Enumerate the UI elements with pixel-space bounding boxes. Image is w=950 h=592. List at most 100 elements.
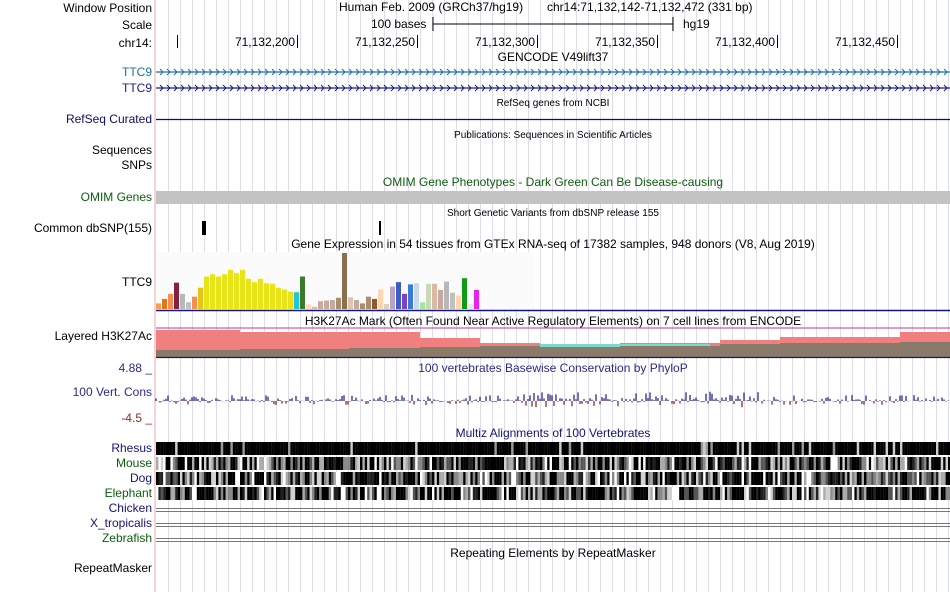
multiz-track-title[interactable]: Multiz Alignments of 100 Vertebrates [455, 426, 651, 440]
gencode-item-label-2[interactable]: TTC9 [122, 81, 152, 95]
snp-variant [379, 221, 381, 235]
ruler-tick-label: 71,132,200 [234, 35, 295, 49]
ruler-tick-label: 71,132,300 [474, 35, 535, 49]
phylop-min-label: -4.5 _ [121, 411, 152, 425]
omim-track-label[interactable]: OMIM Genes [80, 190, 152, 204]
gtex-track-title[interactable]: Gene Expression in 54 tissues from GTEx … [291, 237, 815, 251]
ruler-tick-label: 71,132,450 [834, 35, 895, 49]
refseq-track-label[interactable]: RefSeq Curated [65, 112, 152, 126]
gtex-tissue-bar [228, 269, 233, 309]
chrom-label: chr14: [118, 36, 152, 50]
gtex-tissue-bar [288, 291, 293, 309]
gtex-tissue-bar [462, 278, 467, 309]
gtex-tissue-bar [198, 287, 203, 309]
scale-label: Scale [121, 18, 152, 32]
gtex-tissue-bar [312, 306, 317, 309]
gtex-tissue-bar [384, 303, 389, 309]
scale-text: 100 bases [371, 17, 427, 31]
gtex-tissue-bar [330, 300, 335, 309]
dbsnp-track-label[interactable]: Common dbSNP(155) [33, 221, 152, 235]
species-label-elephant[interactable]: Elephant [104, 486, 152, 500]
omim-track-title[interactable]: OMIM Gene Phenotypes - Dark Green Can Be… [382, 175, 724, 189]
phylop-negative [157, 401, 947, 408]
gtex-tissue-bar [270, 283, 275, 309]
h3k27ac-track-title[interactable]: H3K27Ac Mark (Often Found Near Active Re… [304, 314, 802, 328]
gtex-tissue-bar [282, 289, 287, 309]
position-readout: chr14:71,132,142-71,132,472 (331 bp) [547, 0, 753, 14]
gtex-tissue-bar [318, 301, 323, 309]
alignment-row-dog [156, 472, 950, 485]
gtex-tissue-bar [156, 303, 161, 309]
ruler-tick-label: 71,132,400 [714, 35, 775, 49]
repeatmasker-track-title[interactable]: Repeating Elements by RepeatMasker [450, 546, 656, 560]
gtex-tissue-bar [216, 276, 221, 309]
h3k27ac-teal-layer [540, 344, 710, 347]
gtex-tissue-bar [354, 300, 359, 309]
species-label-xtropicalis[interactable]: X_tropicalis [89, 516, 152, 530]
gtex-tissue-bar [414, 283, 419, 309]
omim-gene-bar [156, 191, 950, 204]
gtex-tissue-bar [264, 283, 269, 309]
repeatmasker-track-label[interactable]: RepeatMasker [73, 561, 152, 575]
ruler-tick-label: 71,132,250 [354, 35, 415, 49]
gtex-tissue-bar [444, 281, 449, 309]
gtex-tissue-bar [294, 292, 299, 309]
phylop-positive [155, 391, 949, 401]
species-label-dog[interactable]: Dog [129, 471, 152, 485]
gtex-tissue-bar [390, 286, 395, 309]
alignment-row-zebrafish [156, 538, 950, 542]
alignment-row-mouse [156, 457, 950, 470]
ruler-tick-label: 71,132,350 [594, 35, 655, 49]
gtex-tissue-bar [174, 282, 179, 309]
alignment-row-chicken [156, 508, 950, 512]
gtex-tissue-bar [306, 304, 311, 309]
alignment-row-x_tropicalis [156, 523, 950, 527]
gtex-tissue-bar [432, 283, 437, 309]
h3k27ac-base-layer [156, 342, 950, 357]
gtex-tissue-bar [396, 282, 401, 309]
gtex-tissue-bar [210, 274, 215, 309]
refseq-track-title[interactable]: RefSeq genes from NCBI [496, 98, 610, 109]
gtex-tissue-bar [468, 303, 473, 309]
species-label-zebrafish[interactable]: Zebrafish [101, 531, 152, 545]
dbsnp-track-title[interactable]: Short Genetic Variants from dbSNP releas… [447, 208, 659, 219]
pub-snps-label[interactable]: SNPs [121, 158, 152, 172]
gtex-bar-chart [156, 252, 534, 310]
gtex-tissue-bar [372, 298, 377, 309]
gtex-tissue-bar [252, 282, 257, 309]
gtex-tissue-bar [324, 300, 329, 309]
phylop-track-title[interactable]: 100 vertebrates Basewise Conservation by… [418, 361, 688, 375]
gencode-item-label-1[interactable]: TTC9 [122, 65, 152, 79]
gtex-tissue-bar [276, 287, 281, 309]
gtex-tissue-bar [450, 292, 455, 309]
gtex-gene-label[interactable]: TTC9 [122, 275, 152, 289]
gtex-tissue-bar [222, 274, 227, 309]
gtex-tissue-bar [348, 297, 353, 309]
gtex-tissue-bar [378, 289, 383, 309]
species-label-rhesus[interactable]: Rhesus [111, 441, 152, 455]
gtex-tissue-bar [162, 298, 167, 309]
h3k27ac-signal [156, 327, 950, 359]
gtex-tissue-bar [300, 276, 305, 309]
gtex-tissue-bar [402, 293, 407, 309]
gtex-tissue-bar [192, 296, 197, 309]
phylop-track-label[interactable]: 100 Vert. Cons [72, 385, 152, 399]
gtex-tissue-bar [204, 276, 209, 309]
alignment-row-elephant [156, 487, 950, 500]
gencode-track-title[interactable]: GENCODE V49lift37 [497, 50, 609, 64]
gtex-tissue-bar [456, 295, 461, 309]
h3k27ac-track-label[interactable]: Layered H3K27Ac [54, 329, 152, 343]
species-label-mouse[interactable]: Mouse [115, 456, 152, 470]
gtex-tissue-bar [366, 296, 371, 309]
gtex-tissue-bar [438, 289, 443, 309]
alignment-row-rhesus [156, 442, 950, 455]
gtex-tissue-bar [234, 273, 239, 309]
gtex-tissue-bar [426, 283, 431, 309]
gtex-tissue-bar [240, 269, 245, 309]
gtex-tissue-bar [342, 253, 347, 309]
pub-sequences-label[interactable]: Sequences [91, 143, 152, 157]
species-label-chicken[interactable]: Chicken [108, 501, 152, 515]
gtex-tissue-bar [336, 297, 341, 309]
publications-track-title[interactable]: Publications: Sequences in Scientific Ar… [454, 130, 652, 141]
